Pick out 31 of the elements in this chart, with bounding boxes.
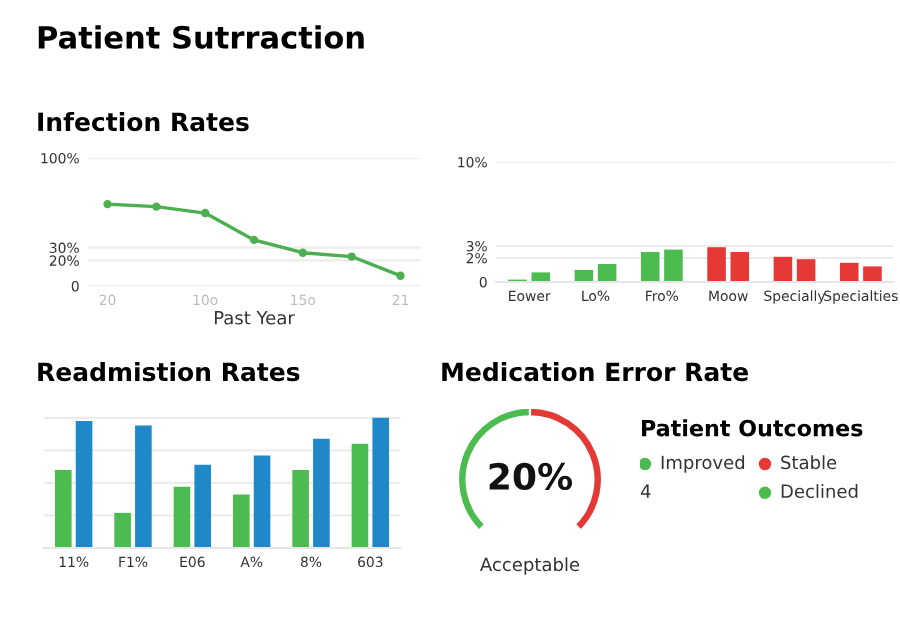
bar [114,512,131,548]
bar [135,425,152,548]
bar [173,486,191,548]
bar [194,464,212,548]
bar [75,421,93,548]
chart-title: Medication Error Rate [442,361,748,382]
point [396,271,405,280]
category-label: Stable [781,455,837,470]
chart-title: Readmistion Rates [38,361,300,382]
text: 20% [489,462,573,491]
bar [351,443,369,548]
point [152,202,161,211]
x-axis-title: Past Year [214,311,295,325]
text: 4 [640,484,651,498]
bar [232,494,250,548]
category-label: Declined [781,484,858,499]
chart-title: Infection Rates [38,111,249,132]
bar [253,455,271,548]
bar [54,469,72,548]
text: Acceptable [480,557,580,575]
point [249,235,259,245]
point [103,199,112,209]
text: Patient Sutrraction [38,25,364,49]
bar [372,417,390,548]
category-label: Improved [661,455,745,473]
point [298,248,307,257]
point [201,208,210,218]
point [347,252,356,261]
bar [313,438,330,548]
text: Patient Outcomes [642,419,863,437]
bar [292,469,309,548]
